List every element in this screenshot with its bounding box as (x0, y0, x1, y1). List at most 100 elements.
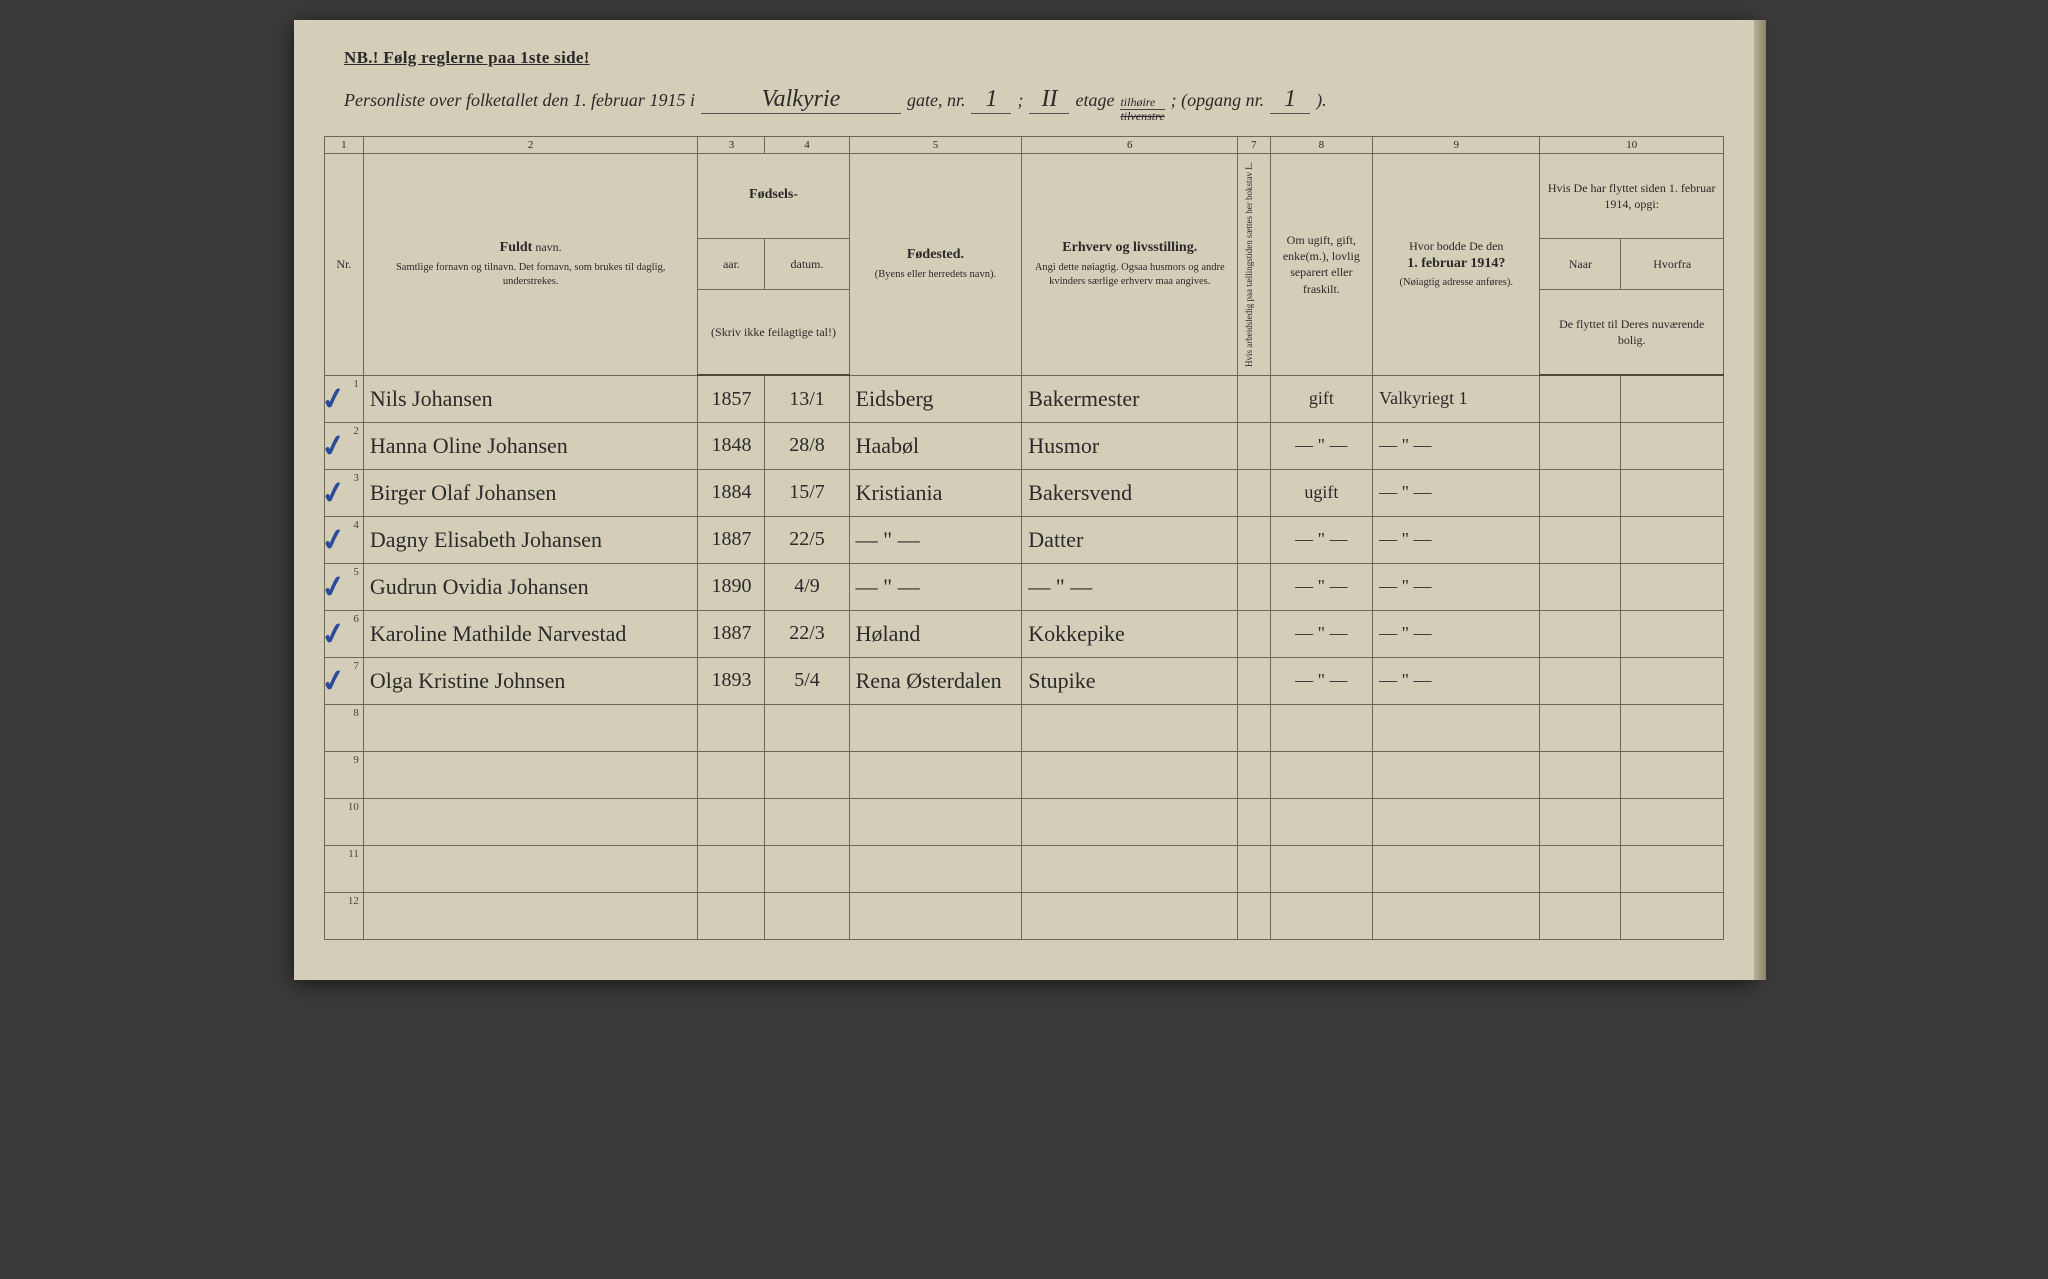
col-occupation: Erhverv og livsstilling. Angi dette nøia… (1022, 154, 1238, 376)
cell-nr: 12 (325, 892, 364, 939)
cell-occupation: — " — (1022, 563, 1238, 610)
cell-nr: 9 (325, 751, 364, 798)
col-date: datum. (765, 238, 849, 290)
cell-name: Gudrun Ovidia Johansen (363, 563, 698, 610)
cell-name: Karoline Mathilde Narvestad (363, 610, 698, 657)
col-year: aar. (698, 238, 765, 290)
cell-unemployed (1238, 469, 1270, 516)
cell-nr: 4✓ (325, 516, 364, 563)
cell-occupation (1022, 845, 1238, 892)
cell-year (698, 845, 765, 892)
cell-date: 13/1 (765, 375, 849, 422)
cell-occupation (1022, 751, 1238, 798)
cell-nr: 3✓ (325, 469, 364, 516)
cell-occupation: Husmor (1022, 422, 1238, 469)
cell-naar (1540, 469, 1621, 516)
cell-birthplace: Eidsberg (849, 375, 1022, 422)
table-row: 10 (325, 798, 1724, 845)
cell-year (698, 751, 765, 798)
cell-unemployed (1238, 845, 1270, 892)
cell-birthplace: Kristiania (849, 469, 1022, 516)
cell-naar (1540, 422, 1621, 469)
cell-naar (1540, 751, 1621, 798)
cell-address: Valkyriegt 1 (1373, 375, 1540, 422)
cell-naar (1540, 657, 1621, 704)
etage-label: etage (1075, 90, 1114, 111)
cell-occupation: Stupike (1022, 657, 1238, 704)
cell-year: 1893 (698, 657, 765, 704)
table-row: 8 (325, 704, 1724, 751)
opgang-nr: 1 (1270, 86, 1310, 114)
cell-naar (1540, 704, 1621, 751)
cell-address: — " — (1373, 422, 1540, 469)
opgang-label: ; (opgang nr. (1171, 90, 1265, 111)
cell-hvorfra (1621, 657, 1724, 704)
cell-birthplace (849, 892, 1022, 939)
cell-status: gift (1270, 375, 1373, 422)
checkmark-icon: ✓ (325, 615, 349, 654)
table-row: 11 (325, 845, 1724, 892)
cell-date: 5/4 (765, 657, 849, 704)
table-row: 9 (325, 751, 1724, 798)
table-row: 12 (325, 892, 1724, 939)
col-hvorfra: Hvorfra (1621, 238, 1724, 290)
colnum: 1 (325, 137, 364, 154)
cell-occupation (1022, 892, 1238, 939)
checkmark-icon: ✓ (325, 662, 349, 701)
colnum: 9 (1373, 137, 1540, 154)
cell-year: 1887 (698, 516, 765, 563)
cell-nr: 10 (325, 798, 364, 845)
cell-nr: 8 (325, 704, 364, 751)
table-row: 2✓Hanna Oline Johansen184828/8HaabølHusm… (325, 422, 1724, 469)
cell-address: — " — (1373, 610, 1540, 657)
gate-nr: 1 (971, 86, 1011, 114)
cell-birthplace: Rena Østerdalen (849, 657, 1022, 704)
col-moved: Hvis De har flyttet siden 1. februar 191… (1540, 154, 1724, 239)
cell-name (363, 892, 698, 939)
colnum: 7 (1238, 137, 1270, 154)
col-name: Fuldt navn. Samtlige fornavn og tilnavn.… (363, 154, 698, 376)
cell-nr: 7✓ (325, 657, 364, 704)
colnum: 2 (363, 137, 698, 154)
cell-name: Hanna Oline Johansen (363, 422, 698, 469)
cell-nr: 1✓ (325, 375, 364, 422)
tilhoire-tilvenstre: tilhøire tilvenstre (1120, 96, 1164, 122)
cell-name: Olga Kristine Johnsen (363, 657, 698, 704)
cell-unemployed (1238, 563, 1270, 610)
checkmark-icon: ✓ (325, 380, 349, 419)
cell-date: 4/9 (765, 563, 849, 610)
cell-hvorfra (1621, 798, 1724, 845)
cell-status: — " — (1270, 422, 1373, 469)
cell-name (363, 845, 698, 892)
cell-nr: 6✓ (325, 610, 364, 657)
etage-nr: II (1029, 86, 1069, 114)
nb-notice: NB.! Følg reglerne paa 1ste side! (344, 48, 1724, 68)
cell-occupation (1022, 704, 1238, 751)
cell-unemployed (1238, 516, 1270, 563)
col-year-note: (Skriv ikke feilagtige tal!) (698, 290, 849, 376)
cell-hvorfra (1621, 610, 1724, 657)
cell-date (765, 751, 849, 798)
cell-address: — " — (1373, 469, 1540, 516)
col-unemployed: Hvis arbeidsledig paa tællingstiden sætt… (1238, 154, 1270, 376)
table-row: 1✓Nils Johansen185713/1EidsbergBakermest… (325, 375, 1724, 422)
cell-status: — " — (1270, 563, 1373, 610)
checkmark-icon: ✓ (325, 427, 349, 466)
cell-year (698, 798, 765, 845)
cell-status (1270, 751, 1373, 798)
col-birthplace: Fødested. (Byens eller herredets navn). (849, 154, 1022, 376)
col-status: Om ugift, gift, enke(m.), lovlig separer… (1270, 154, 1373, 376)
table-body: 1✓Nils Johansen185713/1EidsbergBakermest… (325, 375, 1724, 939)
cell-hvorfra (1621, 845, 1724, 892)
cell-name (363, 798, 698, 845)
cell-date: 22/3 (765, 610, 849, 657)
cell-status (1270, 845, 1373, 892)
cell-hvorfra (1621, 516, 1724, 563)
cell-date (765, 798, 849, 845)
cell-year: 1890 (698, 563, 765, 610)
census-page: NB.! Følg reglerne paa 1ste side! Person… (294, 20, 1754, 980)
cell-birthplace: — " — (849, 516, 1022, 563)
cell-unemployed (1238, 422, 1270, 469)
street-name: Valkyrie (701, 86, 901, 114)
table-row: 5✓Gudrun Ovidia Johansen18904/9— " —— " … (325, 563, 1724, 610)
